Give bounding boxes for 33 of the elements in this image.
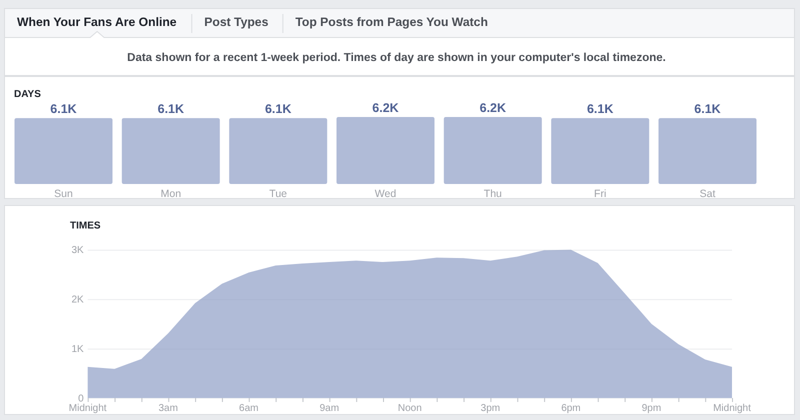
- text: Post Types: [204, 15, 269, 29]
- x-tick-label: 9am: [320, 403, 340, 414]
- data-label: 6.1K: [50, 102, 77, 116]
- data-label: 6.2K: [480, 101, 506, 115]
- y-tick-label: 3K: [71, 245, 84, 256]
- x-tick-label: 6am: [239, 403, 258, 414]
- text: Data shown for a recent 1-week period. Times of day are shown in your computer's local timezone.: [127, 52, 666, 64]
- x-tick-label: 3am: [158, 403, 178, 414]
- x-tick-label: Noon: [398, 403, 422, 414]
- y-tick-label: 1K: [71, 344, 84, 356]
- x-tick-label: Thu: [484, 188, 502, 200]
- x-tick-label: Midnight: [713, 403, 752, 414]
- data-label: 6.1K: [586, 102, 614, 116]
- x-tick-label: Sat: [700, 188, 716, 200]
- data-label: 6.1K: [158, 102, 184, 116]
- chart-title: DAYS: [14, 89, 42, 100]
- data-label: 6.2K: [372, 101, 399, 115]
- data-label: 6.1K: [694, 102, 721, 116]
- x-tick-label: 9pm: [642, 403, 662, 414]
- x-tick-label: Fri: [594, 188, 606, 200]
- x-tick-label: Tue: [269, 188, 288, 200]
- text: When Your Fans Are Online: [17, 15, 177, 29]
- data-label: 6.1K: [264, 102, 292, 116]
- chart-title: TIMES: [70, 220, 101, 232]
- x-tick-label: 3pm: [480, 403, 500, 414]
- text: Top Posts from Pages You Watch: [295, 15, 488, 29]
- x-tick-label: Sun: [54, 188, 73, 200]
- y-tick-label: 0: [78, 394, 84, 404]
- x-tick-label: 6pm: [561, 403, 581, 414]
- x-tick-label: Wed: [374, 188, 396, 200]
- x-tick-label: Mon: [160, 188, 182, 200]
- x-tick-label: Midnight: [68, 403, 107, 414]
- y-tick-label: 2K: [71, 294, 84, 306]
